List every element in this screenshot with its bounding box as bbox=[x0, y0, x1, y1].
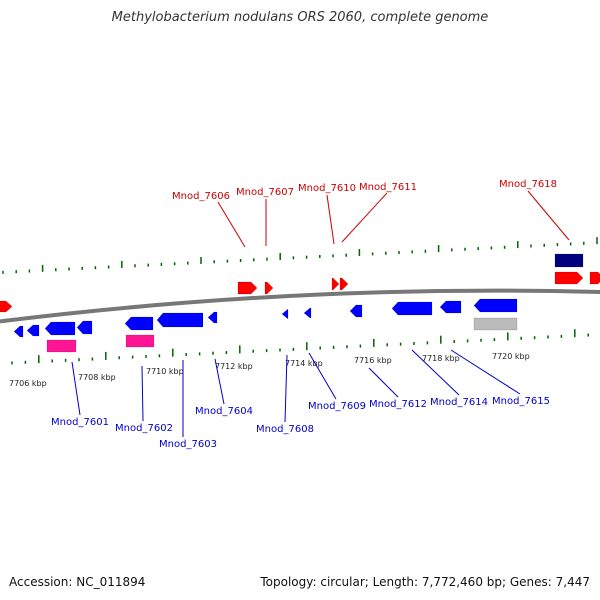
callout-line bbox=[71, 361, 81, 416]
inner-tick-track bbox=[11, 329, 589, 365]
reverse-gene[interactable] bbox=[207, 311, 218, 324]
callout-line bbox=[284, 354, 288, 423]
reverse-gene[interactable] bbox=[76, 320, 93, 335]
gene-label-reverse[interactable]: Mnod_7602 bbox=[115, 423, 173, 434]
gene-label-reverse[interactable]: Mnod_7614 bbox=[430, 397, 488, 408]
callout-line bbox=[308, 352, 337, 400]
reverse-gene[interactable] bbox=[44, 321, 76, 336]
reverse-gene[interactable] bbox=[281, 308, 289, 320]
callout-line bbox=[141, 365, 144, 422]
gene-callouts: Mnod_7606 Mnod_7607 Mnod_7610 Mnod_7611 Mnod… bbox=[51, 179, 570, 450]
callout-line bbox=[411, 349, 460, 396]
gene-label-forward[interactable]: Mnod_7618 bbox=[499, 179, 557, 190]
callout-line bbox=[368, 367, 399, 398]
forward-gene[interactable] bbox=[554, 271, 584, 285]
gene-label-forward[interactable]: Mnod_7606 bbox=[172, 191, 230, 202]
callout-line bbox=[527, 190, 570, 241]
outer-tick-track bbox=[2, 237, 598, 274]
scale-label: 7716 kbp bbox=[354, 356, 392, 365]
gene-track bbox=[0, 253, 600, 353]
forward-gene[interactable] bbox=[264, 281, 274, 295]
reverse-gene[interactable] bbox=[156, 312, 204, 328]
gene-label-reverse[interactable]: Mnod_7609 bbox=[308, 401, 366, 412]
gene-label-reverse[interactable]: Mnod_7604 bbox=[195, 406, 253, 417]
callout-line bbox=[217, 201, 246, 248]
scale-label: 7708 kbp bbox=[78, 373, 116, 382]
scale-label: 7712 kbp bbox=[215, 362, 253, 371]
forward-gene[interactable] bbox=[589, 271, 600, 285]
gene-label-reverse[interactable]: Mnod_7603 bbox=[159, 439, 217, 450]
scale-label: 7720 kbp bbox=[492, 352, 530, 361]
gene-feature[interactable] bbox=[554, 253, 584, 268]
reverse-gene[interactable] bbox=[124, 316, 154, 331]
forward-gene[interactable] bbox=[0, 300, 13, 313]
reverse-gene[interactable] bbox=[349, 304, 363, 318]
rna-feature[interactable] bbox=[125, 334, 155, 348]
scale-label: 7710 kbp bbox=[146, 367, 184, 376]
reverse-gene[interactable] bbox=[26, 324, 40, 337]
scale-labels: 7706 kbp 7708 kbp 7710 kbp 7712 kbp 7714 kbp… bbox=[9, 352, 530, 388]
gene-label-reverse[interactable]: Mnod_7608 bbox=[256, 424, 314, 435]
forward-gene[interactable] bbox=[237, 281, 258, 295]
gene-label-reverse[interactable]: Mnod_7601 bbox=[51, 417, 109, 428]
gene-label-reverse[interactable]: Mnod_7612 bbox=[369, 399, 427, 410]
forward-gene[interactable] bbox=[339, 277, 349, 291]
genome-backbone bbox=[0, 288, 600, 324]
callout-line bbox=[341, 192, 388, 243]
scale-label: 7706 kbp bbox=[9, 379, 47, 388]
scale-label: 7714 kbp bbox=[285, 359, 323, 368]
reverse-gene[interactable] bbox=[13, 325, 24, 338]
topology-summary: Topology: circular; Length: 7,772,460 bp… bbox=[260, 575, 590, 589]
rna-feature[interactable] bbox=[46, 339, 77, 353]
accession-text: Accession: NC_011894 bbox=[9, 575, 146, 589]
gene-label-forward[interactable]: Mnod_7611 bbox=[359, 182, 417, 193]
scale-label: 7718 kbp bbox=[422, 354, 460, 363]
reverse-gene[interactable] bbox=[391, 301, 433, 316]
callout-line bbox=[214, 358, 225, 405]
reverse-gene[interactable] bbox=[303, 307, 312, 319]
gene-label-reverse[interactable]: Mnod_7615 bbox=[492, 396, 550, 407]
reverse-gene[interactable] bbox=[439, 300, 462, 314]
pseudogene-feature[interactable] bbox=[473, 317, 518, 331]
gene-label-forward[interactable]: Mnod_7607 bbox=[236, 187, 294, 198]
callout-line bbox=[326, 194, 335, 245]
callout-line bbox=[450, 349, 521, 395]
forward-gene[interactable] bbox=[331, 277, 340, 291]
gene-label-forward[interactable]: Mnod_7610 bbox=[298, 183, 356, 194]
reverse-gene[interactable] bbox=[473, 298, 518, 313]
map-title: Methylobacterium nodulans ORS 2060, comp… bbox=[111, 10, 489, 25]
